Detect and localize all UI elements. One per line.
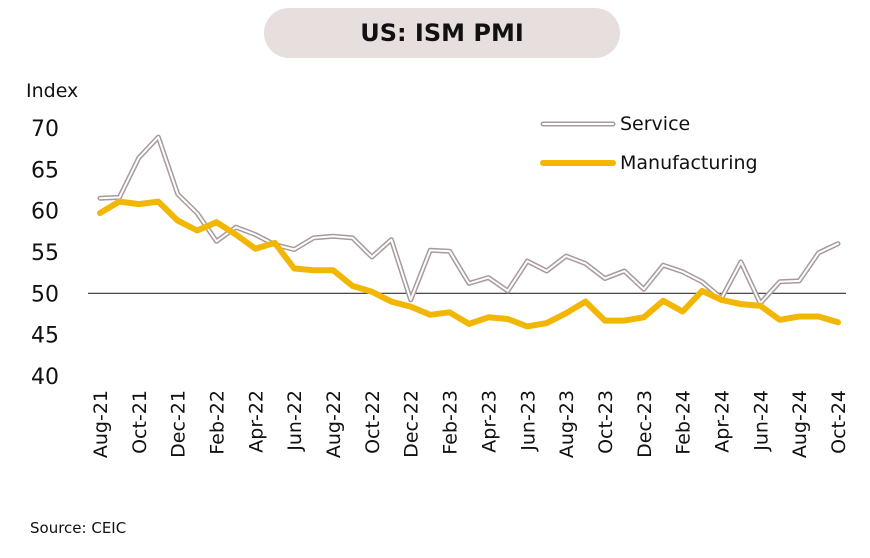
x-tick-label: Dec-22 bbox=[401, 390, 423, 458]
x-tick-label: Feb-23 bbox=[440, 390, 462, 455]
chart-title: US: ISM PMI bbox=[264, 8, 620, 58]
source-note: Source: CEIC bbox=[30, 519, 127, 537]
x-tick-label: Aug-24 bbox=[789, 390, 811, 458]
y-axis-label: Index bbox=[26, 80, 78, 102]
x-tick-label: Feb-24 bbox=[673, 390, 695, 455]
manufacturing-line bbox=[97, 198, 841, 330]
y-tick-label: 50 bbox=[31, 282, 59, 307]
x-tick-label: Oct-21 bbox=[129, 390, 151, 454]
x-tick-label: Jun-24 bbox=[750, 390, 772, 452]
y-tick-label: 70 bbox=[31, 117, 59, 142]
x-tick-label: Jun-22 bbox=[284, 390, 306, 452]
x-tick-label: Jun-23 bbox=[517, 390, 539, 452]
y-tick-label: 40 bbox=[31, 365, 59, 390]
service-line-inner bbox=[99, 136, 839, 305]
y-tick-label: 55 bbox=[31, 241, 59, 266]
x-tick-label: Apr-23 bbox=[478, 390, 500, 453]
x-tick-label: Oct-24 bbox=[828, 390, 850, 454]
legend-manufacturing-label: Manufacturing bbox=[620, 152, 758, 174]
y-tick-label: 60 bbox=[31, 200, 59, 225]
x-tick-label: Dec-23 bbox=[634, 390, 656, 458]
y-tick-label: 45 bbox=[31, 324, 59, 349]
legend-service-label: Service bbox=[620, 113, 690, 135]
x-tick-label: Dec-21 bbox=[168, 390, 190, 458]
x-tick-label: Apr-22 bbox=[245, 390, 267, 453]
x-tick-label: Aug-22 bbox=[323, 390, 345, 458]
x-tick-label: Oct-23 bbox=[595, 390, 617, 454]
x-tick-label: Aug-21 bbox=[90, 390, 112, 458]
x-tick-label: Apr-24 bbox=[711, 390, 733, 453]
x-tick-label: Aug-23 bbox=[556, 390, 578, 458]
x-tick-label: Oct-22 bbox=[362, 390, 384, 454]
y-tick-label: 65 bbox=[31, 158, 59, 183]
x-tick-label: Feb-22 bbox=[207, 390, 229, 455]
